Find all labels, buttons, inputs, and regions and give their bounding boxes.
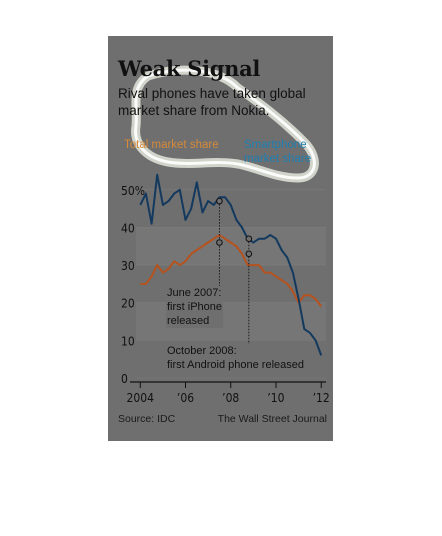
y-tick-label: 40 (121, 221, 135, 235)
y-tick-label: 50% (121, 184, 145, 198)
annotation-android-date: October 2008: (167, 345, 237, 357)
y-tick-label: 0 (121, 372, 128, 386)
event-marker (216, 197, 223, 205)
legend-smartphone-market-share: Smartphone market share (244, 138, 311, 166)
chart-card: 0 10 20 30 40 50% 2004 ’06 ’08 ’10 ’12 Weak Signa… (108, 36, 333, 441)
y-tick-label: 30 (121, 259, 135, 273)
annotation-iphone: June 2007: first iPhone released (166, 286, 224, 328)
chart-subtitle: Rival phones have taken global market sh… (118, 86, 306, 118)
y-tick-label: 20 (121, 297, 135, 311)
event-marker (245, 235, 253, 243)
annotation-android-line1: first Android phone released (167, 359, 304, 371)
legend-total-market-share: Total market share (124, 139, 219, 151)
annotation-android: October 2008: first Android phone releas… (166, 344, 305, 372)
grid-band (136, 227, 326, 266)
series-smartphone-market-share (139, 173, 323, 356)
source-note: Source: IDC (118, 413, 176, 425)
x-tick-label: ’10 (267, 391, 284, 405)
grid-band (136, 302, 326, 341)
annotation-iphone-line1: first iPhone (167, 301, 223, 313)
event-marker (245, 250, 253, 258)
credit-note: The Wall Street Journal (217, 413, 327, 425)
x-tick-label: ’06 (177, 391, 194, 405)
series-total-market-share (140, 234, 323, 308)
x-tick-label: 2004 (127, 391, 155, 405)
legend-smartphone-line1: Smartphone (244, 139, 307, 151)
x-tick-label: ’12 (313, 391, 330, 405)
chart: 0 10 20 30 40 50% 2004 ’06 ’08 ’10 ’12 (121, 173, 330, 405)
annotation-iphone-date: June 2007: (167, 287, 222, 299)
legend-smartphone-line2: market share (244, 153, 312, 165)
annotation-iphone-line2: released (167, 315, 210, 327)
x-tick-label: ’08 (222, 391, 239, 405)
y-tick-label: 10 (121, 334, 135, 348)
event-marker (216, 239, 223, 246)
chart-title: Weak Signal (118, 56, 261, 81)
